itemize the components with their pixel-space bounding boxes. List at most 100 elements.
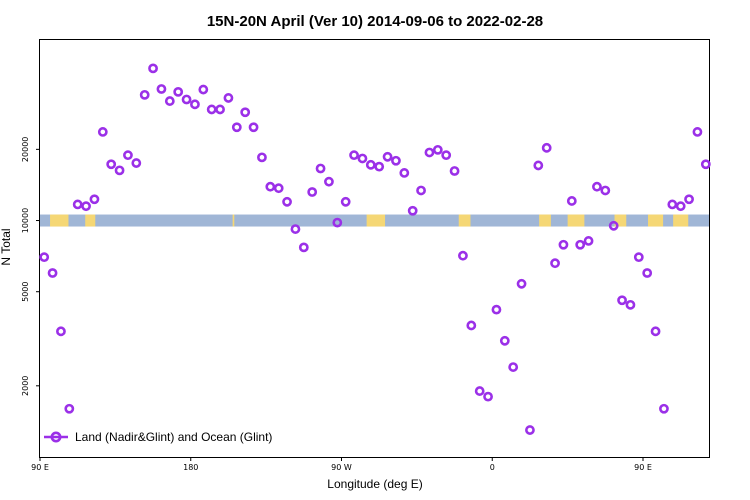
data-point [382,151,393,162]
data-point [290,224,301,234]
data-point [449,166,460,176]
x-tick-label: 90 E [31,463,49,472]
data-point [692,127,703,137]
y-tick-label: 2000 [21,376,30,396]
data-point [374,161,385,172]
x-axis: 90 E 180 90 W 0 90 E [31,457,652,472]
data-point [491,304,502,315]
data-point [583,236,594,246]
data-point [466,320,477,331]
data-point [198,84,209,95]
data-point [315,163,326,174]
data-point [474,386,485,396]
data-point [516,278,527,289]
data-point [72,199,83,210]
y-tick-label: 5000 [21,282,30,302]
legend: Land (Nadir&Glint) and Ocean (Glint) [44,430,272,444]
data-point [675,201,686,212]
data-point [684,194,694,205]
data-point [667,199,678,210]
land-segment [232,214,235,227]
data-point [357,153,368,164]
land-segment [85,214,96,227]
data-point [273,183,284,194]
data-point [248,122,259,133]
data-point [89,194,100,205]
data-point [206,104,217,115]
data-point [123,150,133,161]
data-point [298,242,309,253]
data-point [424,147,435,158]
data-point [700,159,711,170]
data-point [164,96,175,106]
data-point [106,159,117,170]
data-point [441,150,452,161]
data-point [39,252,50,263]
data-point [416,185,426,196]
data-point [592,181,602,192]
data-point [617,295,627,306]
land-segment [458,214,471,227]
data-point [550,258,560,269]
y-axis-label: N Total [0,228,13,265]
data-point [541,142,552,153]
surface-band [40,214,710,227]
data-point [533,160,544,171]
data-point [282,196,292,207]
legend-marker-icon [50,431,62,443]
data-point [575,239,586,250]
data-point [340,196,351,207]
data-points [39,63,711,435]
data-point [324,176,334,187]
data-point [307,187,318,197]
x-tick-label: 180 [183,463,198,472]
data-point [181,94,192,105]
data-point [47,268,58,278]
data-point [215,104,225,115]
data-point [525,425,535,435]
data-point [659,403,669,414]
data-point [499,335,510,346]
data-point [625,299,636,310]
data-point [131,158,142,168]
data-point [407,205,418,216]
data-point [332,217,343,228]
data-point [231,122,242,133]
data-point [223,93,234,103]
x-tick-label: 90 W [331,463,352,472]
data-point [365,159,376,170]
chart-title: 15N-20N April (Ver 10) 2014-09-06 to 202… [207,13,543,30]
data-point [600,185,611,196]
data-point [240,107,251,118]
data-point [190,99,200,110]
data-point [81,201,91,212]
land-segment [539,214,551,227]
data-point [650,326,661,337]
land-segment [567,214,585,227]
y-tick-label: 20000 [21,137,30,162]
land-segment [648,214,664,227]
data-point [156,84,167,94]
data-point [458,250,468,261]
plot-frame [39,39,710,458]
data-point [508,362,519,372]
data-point [56,326,66,337]
data-point [257,152,267,163]
y-axis: 2000 5000 10000 20000 [21,137,40,396]
data-point [64,403,75,414]
data-point [483,391,493,402]
data-point [173,86,184,97]
data-point [432,144,443,155]
land-segment [50,214,69,227]
x-tick-label: 90 E [634,463,652,472]
data-point [633,252,644,263]
data-point [265,181,276,192]
land-segment [366,214,386,227]
land-segment [614,214,627,227]
data-point [139,89,150,100]
x-axis-label: Longitude (deg E) [327,477,422,491]
data-point [608,220,619,231]
data-point [566,196,577,206]
legend-label: Land (Nadir&Glint) and Ocean (Glint) [75,430,272,444]
